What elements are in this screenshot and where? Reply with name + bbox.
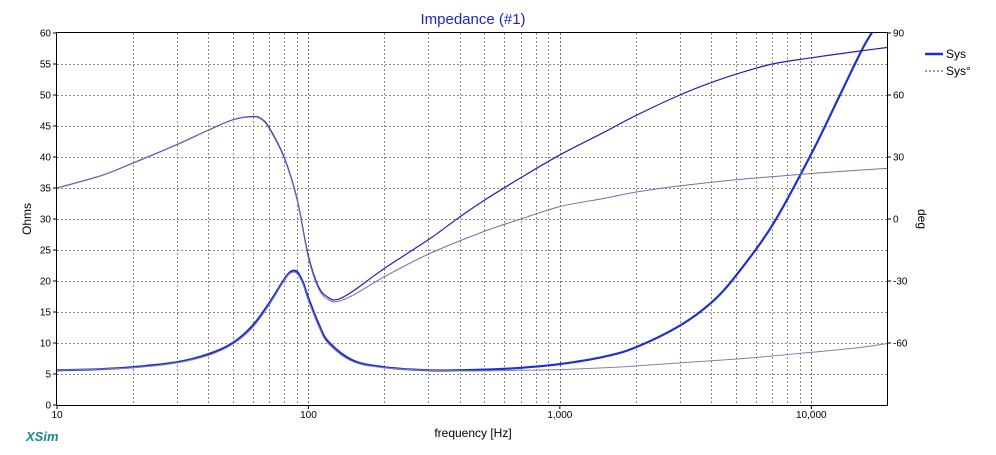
y2-tick-label: -30 — [893, 277, 908, 288]
y-tick-label: 45 — [40, 122, 52, 133]
y-tick-label: 60 — [40, 29, 52, 40]
y-axis-title: Ohms — [20, 203, 34, 235]
grid-lines — [57, 33, 887, 405]
y2-axis-title: deg — [915, 209, 929, 229]
y-tick-label: 55 — [40, 60, 52, 71]
y2-tick-label: 30 — [893, 153, 905, 164]
legend: Sys Sys° — [925, 47, 971, 78]
y-tick-label: 25 — [40, 246, 52, 257]
series-line-extra-2 — [57, 271, 887, 372]
y2-tick-label: -60 — [893, 339, 908, 350]
series-lines — [57, 33, 887, 372]
y-tick-label: 5 — [45, 370, 51, 381]
legend-label-sys: Sys — [946, 47, 966, 61]
y-tick-label: 20 — [40, 277, 52, 288]
x-tick-label: 10,000 — [796, 410, 827, 421]
x-axis-title: frequency [Hz] — [434, 426, 511, 440]
xsim-logo: XSim — [25, 429, 59, 444]
x-tick-label: 10 — [51, 410, 63, 421]
legend-label-sys-phase: Sys° — [946, 64, 971, 78]
series-line-sys — [57, 33, 874, 372]
y-tick-label: 0 — [45, 401, 51, 412]
axes: 0 5 10 15 20 25 30 35 40 45 50 55 60 90 60 30 0 -30 -60 10 1… — [40, 29, 908, 422]
y-tick-label: 15 — [40, 308, 52, 319]
y2-tick-label: 90 — [893, 29, 905, 40]
series-line-extra-3 — [57, 116, 887, 303]
chart-title: Impedance (#1) — [420, 11, 525, 28]
y2-tick-label: 0 — [893, 215, 899, 226]
y-tick-label: 30 — [40, 215, 52, 226]
y-tick-label: 40 — [40, 153, 52, 164]
y-tick-label: 10 — [40, 339, 52, 350]
y-tick-label: 50 — [40, 91, 52, 102]
x-tick-label: 1,000 — [547, 410, 572, 421]
x-tick-label: 100 — [300, 410, 317, 421]
y-tick-label: 35 — [40, 184, 52, 195]
y2-tick-label: 60 — [893, 91, 905, 102]
